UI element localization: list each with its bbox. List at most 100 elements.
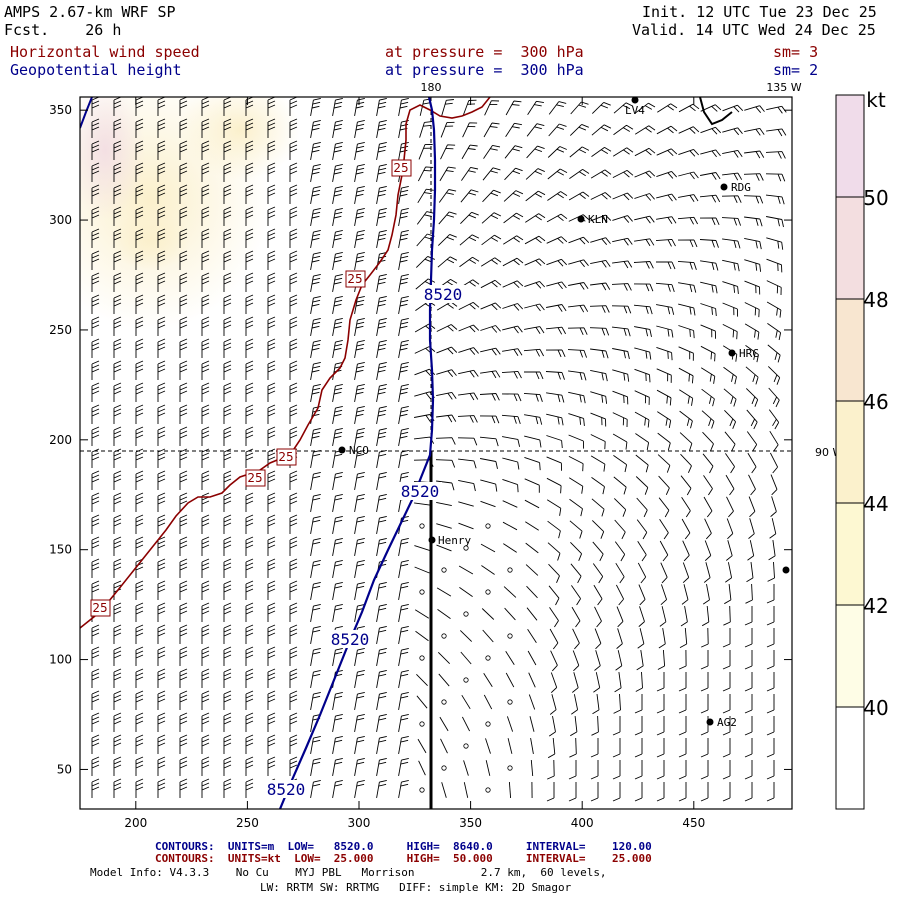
wind-barb — [704, 518, 712, 540]
wind-barb — [615, 562, 625, 584]
wind-barb — [91, 646, 100, 666]
wind-barb — [436, 369, 457, 377]
valid-time: Valid. 14 UTC Wed 24 Dec 25 — [632, 21, 876, 39]
wind-barb — [530, 738, 534, 754]
wind-barb — [113, 140, 122, 160]
wind-barb — [310, 317, 321, 336]
wind-barb — [657, 411, 672, 428]
station-henry: Henry — [428, 534, 471, 547]
wind-barb — [458, 392, 479, 401]
wind-barb — [502, 457, 520, 470]
wind-barb — [376, 779, 387, 798]
wind-barb — [332, 317, 343, 336]
wind-barb — [725, 474, 735, 496]
wind-barb — [548, 123, 567, 137]
wind-barb — [701, 388, 715, 407]
wind-barb — [289, 250, 298, 270]
svg-text:KLN: KLN — [588, 213, 608, 226]
wind-barb — [616, 628, 623, 649]
wind-barb — [398, 713, 409, 732]
wind-barb — [638, 606, 645, 627]
wind-barb — [135, 668, 144, 688]
wind-barb — [157, 470, 166, 490]
wind-barb — [179, 668, 188, 688]
wind-barb — [701, 605, 710, 627]
wind-barb — [376, 757, 387, 776]
wind-barb — [223, 404, 232, 424]
wind-barb — [590, 782, 599, 802]
wind-barb — [157, 514, 166, 534]
calm-marker — [419, 655, 425, 661]
wind-barb — [678, 716, 687, 736]
wind-barb — [636, 497, 648, 518]
wind-barb — [657, 649, 666, 670]
wind-barb — [614, 541, 626, 562]
wind-barb — [724, 431, 736, 452]
wind-barb — [289, 492, 298, 512]
y-tick-label: 50 — [57, 762, 72, 776]
wind-barb — [332, 251, 343, 270]
wind-barb — [700, 172, 721, 180]
wind-barb — [480, 370, 501, 379]
wind-barb — [768, 409, 780, 430]
wind-barb — [678, 782, 687, 802]
wind-barb — [656, 346, 673, 361]
svg-text:8520: 8520 — [267, 780, 306, 799]
wind-barb — [398, 361, 409, 380]
wind-barb — [157, 206, 166, 226]
wind-barb — [612, 348, 630, 360]
wind-barb — [201, 228, 210, 248]
wind-barb — [568, 782, 577, 802]
wind-barb — [547, 191, 568, 201]
wind-barb — [201, 426, 210, 446]
wind-barb — [502, 500, 518, 508]
wind-barb — [612, 147, 634, 157]
wind-barb — [766, 280, 782, 296]
wind-barb — [526, 123, 545, 137]
wind-barb — [157, 580, 166, 600]
wind-barb — [135, 558, 144, 578]
wind-barb — [679, 627, 688, 648]
wind-barb — [245, 316, 254, 336]
wind-barb — [398, 339, 409, 358]
wind-barb — [267, 97, 276, 116]
wind-barb — [376, 383, 387, 402]
wind-barb — [439, 166, 456, 182]
wind-barb — [462, 99, 477, 116]
wind-barb — [723, 366, 737, 385]
wind-barb — [700, 324, 716, 339]
wind-barb — [528, 694, 536, 710]
calm-marker — [463, 743, 469, 749]
wind-barb — [179, 734, 188, 754]
wind-barb — [656, 389, 672, 406]
wind-barb — [267, 382, 276, 402]
wind-barb — [354, 581, 365, 600]
wind-barb — [91, 162, 100, 182]
wind-barb — [590, 214, 612, 223]
wind-barb — [354, 295, 365, 314]
wind-barb — [91, 206, 100, 226]
wind-barb — [113, 184, 122, 204]
wind-barb — [417, 188, 434, 204]
wind-barb — [223, 118, 232, 138]
wind-barb — [267, 514, 276, 534]
wind-barb — [657, 432, 671, 451]
colorbar-level: 40 — [863, 696, 888, 720]
wind-barb — [700, 694, 709, 714]
wind-barb — [245, 448, 254, 468]
wind-barb — [699, 239, 719, 248]
wind-barb — [289, 558, 298, 578]
wind-barb — [634, 193, 655, 201]
calm-marker — [485, 721, 491, 727]
wind-barb — [135, 338, 144, 358]
wind-barb — [523, 392, 543, 402]
wind-barb — [744, 760, 753, 780]
wind-barb — [701, 410, 715, 429]
wind-barb — [223, 646, 232, 666]
init-time: Init. 12 UTC Tue 23 Dec 25 — [642, 3, 877, 21]
wind-barb — [179, 118, 188, 138]
wind-barb — [461, 694, 471, 710]
wind-barb — [179, 272, 188, 292]
wind-barb — [289, 668, 298, 688]
wind-barb — [91, 184, 100, 204]
